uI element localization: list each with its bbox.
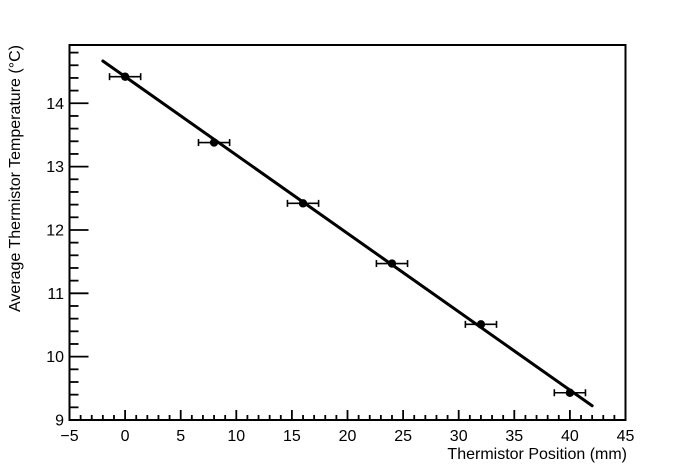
fit-line (101, 59, 594, 408)
x-tick-label: 25 (394, 428, 412, 445)
x-tick-label: 40 (561, 428, 579, 445)
y-axis-title: Average Thermistor Temperature (°C) (7, 45, 24, 312)
y-tick-label: 13 (46, 159, 64, 176)
x-tick-label: 5 (176, 428, 185, 445)
x-axis-title: Thermistor Position (mm) (447, 446, 627, 463)
y-tick-label: 10 (46, 349, 64, 366)
y-tick-label: 11 (47, 286, 64, 303)
x-tick-label: 10 (227, 428, 245, 445)
data-point-marker (298, 199, 308, 208)
x-tick-label: 30 (450, 428, 468, 445)
data-point-marker (476, 320, 486, 329)
x-tick-label: 15 (283, 428, 301, 445)
y-tick-label: 9 (55, 413, 64, 430)
y-tick-label: 14 (46, 96, 64, 113)
data-point-marker (387, 259, 397, 268)
y-tick-label: 12 (46, 222, 64, 239)
data-point-marker (565, 388, 575, 397)
x-tick-label: 20 (339, 428, 357, 445)
data-point-marker (120, 72, 130, 81)
x-tick-label: 45 (617, 428, 635, 445)
x-tick-label: 0 (121, 428, 130, 445)
data-point-marker (209, 138, 219, 147)
x-tick-label: 35 (505, 428, 523, 445)
x-tick-label: −5 (60, 428, 78, 445)
chart-layer: −5 0 5 10 15 20 25 30 35 40 45 9 10 11 12 13 14 (46, 44, 635, 445)
